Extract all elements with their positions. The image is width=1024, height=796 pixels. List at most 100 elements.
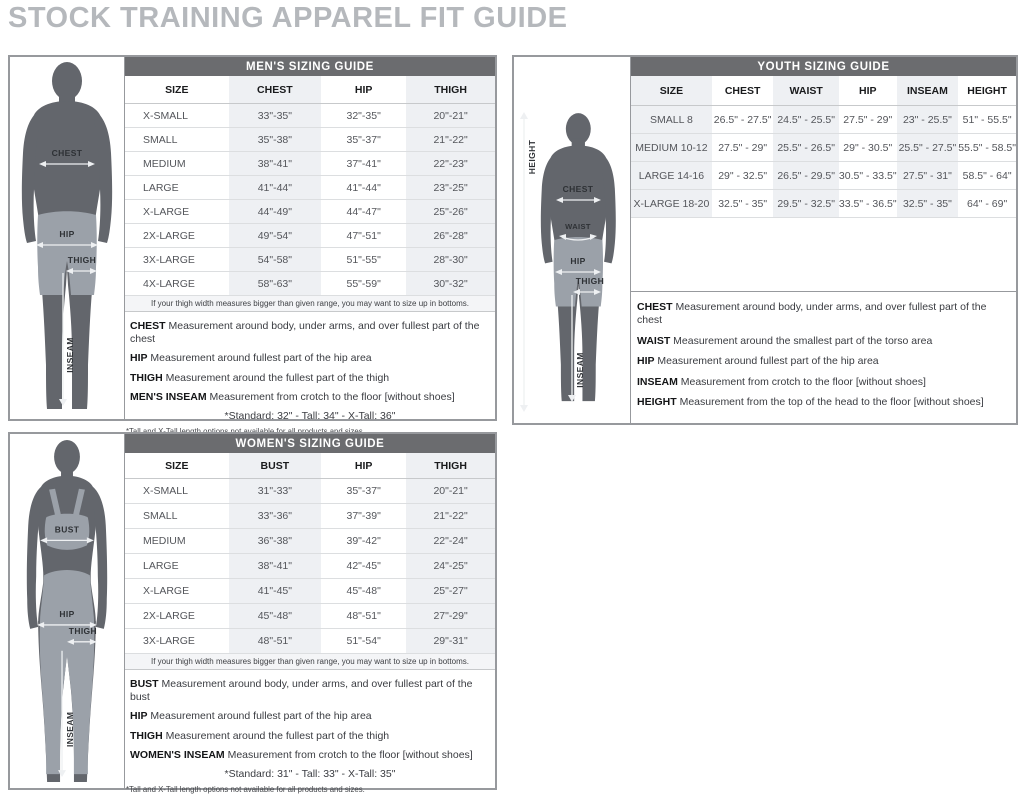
measurement-cell: 20"-21" — [406, 478, 495, 504]
inseam-arrow-icon — [58, 650, 67, 778]
thigh-arrow-icon — [67, 638, 97, 645]
youth-silhouette-image: HEIGHT CHEST WAIST HIP THIGH — [520, 112, 616, 412]
size-row: LARGE 38"-41" 42"-45" 24"-25" — [125, 553, 495, 579]
measurement-cell: 21"-22" — [406, 127, 495, 152]
female-silhouette-image: BUST HIP THIGH INSEAM — [26, 439, 108, 783]
hip-arrow-icon — [37, 621, 97, 628]
womens-figure: BUST HIP THIGH INSEAM — [10, 434, 124, 788]
definition-line: HIP Measurement around fullest part of t… — [637, 355, 879, 368]
column-header: HEIGHT — [967, 84, 1007, 97]
measurement-cell: 36"-38" — [228, 528, 322, 554]
size-row: MEDIUM 36"-38" 39"-42" 22"-24" — [125, 528, 495, 554]
column-header: BUST — [228, 453, 322, 479]
hip-figure-label: HIP — [570, 256, 585, 266]
size-label-cell: LARGE 14-16 — [631, 161, 712, 190]
measurement-cell: 28"-30" — [406, 247, 495, 272]
measurement-cell: 25.5" - 27.5" — [896, 133, 959, 162]
measurement-cell: 51" - 55.5" — [962, 113, 1012, 126]
measurement-cell: 55"-59" — [346, 277, 381, 290]
size-row: X-SMALL 33"-35" 32"-35" 20"-21" — [125, 103, 495, 128]
size-label-cell: X-LARGE — [143, 585, 190, 597]
thigh-figure-label: THIGH — [576, 276, 604, 286]
inseam-figure-label: INSEAM — [65, 337, 75, 372]
size-row: X-LARGE 41"-45" 45"-48" 25"-27" — [125, 578, 495, 604]
column-header: WAIST — [773, 76, 839, 106]
youth-definitions: CHEST Measurement around body, under arm… — [631, 291, 1016, 423]
column-header: SIZE — [631, 76, 712, 106]
measurement-cell: 22"-23" — [406, 151, 495, 176]
size-label-cell: X-SMALL — [143, 485, 188, 497]
measurement-cell: 54"-58" — [228, 247, 322, 272]
bust-figure-label: BUST — [55, 524, 80, 534]
size-row: 2X-LARGE 45"-48" 48"-51" 27"-29" — [125, 603, 495, 629]
measurement-cell: 31"-33" — [228, 478, 322, 504]
thigh-figure-label: THIGH — [68, 255, 96, 265]
measurement-cell: 35"-37" — [346, 485, 381, 497]
mens-sizing-table: SIZE CHEST HIP THIGH X-SMALL 33"-35" 32"-35" 20… — [125, 76, 495, 296]
size-row: X-SMALL 31"-33" 35"-37" 20"-21" — [125, 478, 495, 504]
hip-arrow-icon — [36, 242, 98, 248]
definition-line: THIGH Measurement around the fullest par… — [130, 729, 390, 742]
waist-figure-label: WAIST — [565, 222, 591, 231]
measurement-cell: 23"-25" — [406, 175, 495, 200]
definition-line: HIP Measurement around fullest part of t… — [130, 352, 372, 365]
measurement-cell: 29.5" - 32.5" — [773, 189, 839, 218]
size-label-cell: LARGE — [143, 560, 179, 572]
size-label-cell: X-LARGE — [143, 205, 190, 218]
size-row: X-LARGE 44"-49" 44"-47" 25"-26" — [125, 199, 495, 224]
column-header: HIP — [858, 84, 877, 97]
mens-shorts-shape — [37, 211, 97, 295]
mens-inseam-standard: *Standard: 32" - Tall: 34" - X-Tall: 36" — [224, 409, 396, 422]
size-label-cell: MEDIUM 10-12 — [631, 133, 712, 162]
measurement-cell: 55.5" - 58.5" — [958, 141, 1016, 154]
measurement-cell: 25"-26" — [406, 199, 495, 224]
womens-fine-print: *Tall and X-Tall length options not avai… — [125, 785, 495, 796]
youth-sizing-table: SIZE CHEST WAIST HIP INSEAM HEIGHT SMALL 8 26.5… — [631, 76, 1016, 218]
size-label-cell: 2X-LARGE — [143, 610, 195, 622]
size-row: MEDIUM 38"-41" 37"-41" 22"-23" — [125, 151, 495, 176]
measurement-cell: 27.5" - 29" — [718, 141, 768, 154]
size-label-cell: SMALL — [143, 133, 178, 146]
youth-sizing-panel: HEIGHT CHEST WAIST HIP THIGH — [512, 55, 1018, 425]
measurement-cell: 51"-55" — [346, 253, 381, 266]
mens-table-title: MEN'S SIZING GUIDE — [125, 57, 495, 76]
thigh-arrow-icon — [66, 268, 97, 274]
size-row: SMALL 35"-38" 35"-37" 21"-22" — [125, 127, 495, 152]
page-title: STOCK TRAINING APPAREL FIT GUIDE — [8, 2, 568, 34]
womens-sizing-table: SIZE BUST HIP THIGH X-SMALL 31"-33" 35"-37" 20"… — [125, 453, 495, 654]
size-label-cell: MEDIUM — [143, 157, 186, 170]
header-row: SIZE CHEST WAIST HIP INSEAM HEIGHT — [631, 76, 1016, 106]
height-arrow-icon — [520, 112, 528, 412]
inseam-arrow-icon — [59, 273, 67, 406]
measurement-cell: 25.5" - 26.5" — [773, 133, 839, 162]
measurement-cell: 45"-48" — [228, 603, 322, 629]
measurement-cell: 41"-45" — [228, 578, 322, 604]
measurement-cell: 33"-36" — [228, 503, 322, 529]
measurement-cell: 29" - 30.5" — [843, 141, 893, 154]
size-label-cell: 4X-LARGE — [143, 277, 195, 290]
definition-line: HEIGHT Measurement from the top of the h… — [637, 396, 984, 409]
measurement-cell: 41"-44" — [228, 175, 322, 200]
mens-thigh-note: If your thigh width measures bigger than… — [125, 296, 495, 312]
column-header: INSEAM — [896, 76, 959, 106]
size-row: SMALL 33"-36" 37"-39" 21"-22" — [125, 503, 495, 529]
hip-arrow-icon — [555, 269, 601, 275]
bust-arrow-icon — [40, 537, 94, 544]
measurement-cell: 30.5" - 33.5" — [838, 169, 897, 182]
chest-arrow-icon — [39, 161, 95, 167]
size-label-cell: SMALL 8 — [631, 105, 712, 134]
size-row: LARGE 14-16 29" - 32.5" 26.5" - 29.5" 30.5"… — [631, 161, 1016, 190]
fine-print-line: *Tall and X-Tall length options not avai… — [126, 427, 495, 437]
measurement-cell: 37"-39" — [346, 510, 381, 522]
mens-sizing-panel: CHEST HIP THIGH INSEAM — [8, 55, 497, 446]
size-label-cell: X-SMALL — [143, 109, 188, 122]
mens-figure: CHEST HIP THIGH INSEAM — [10, 57, 124, 419]
measurement-cell: 35"-37" — [346, 133, 381, 146]
size-row: LARGE 41"-44" 41"-44" 23"-25" — [125, 175, 495, 200]
womens-thigh-note: If your thigh width measures bigger than… — [125, 654, 495, 670]
measurement-cell: 22"-24" — [406, 528, 495, 554]
measurement-cell: 27.5" - 29" — [843, 113, 893, 126]
size-label-cell: 3X-LARGE — [143, 635, 195, 647]
measurement-cell: 20"-21" — [406, 103, 495, 128]
definition-line: CHEST Measurement around body, under arm… — [637, 301, 987, 327]
